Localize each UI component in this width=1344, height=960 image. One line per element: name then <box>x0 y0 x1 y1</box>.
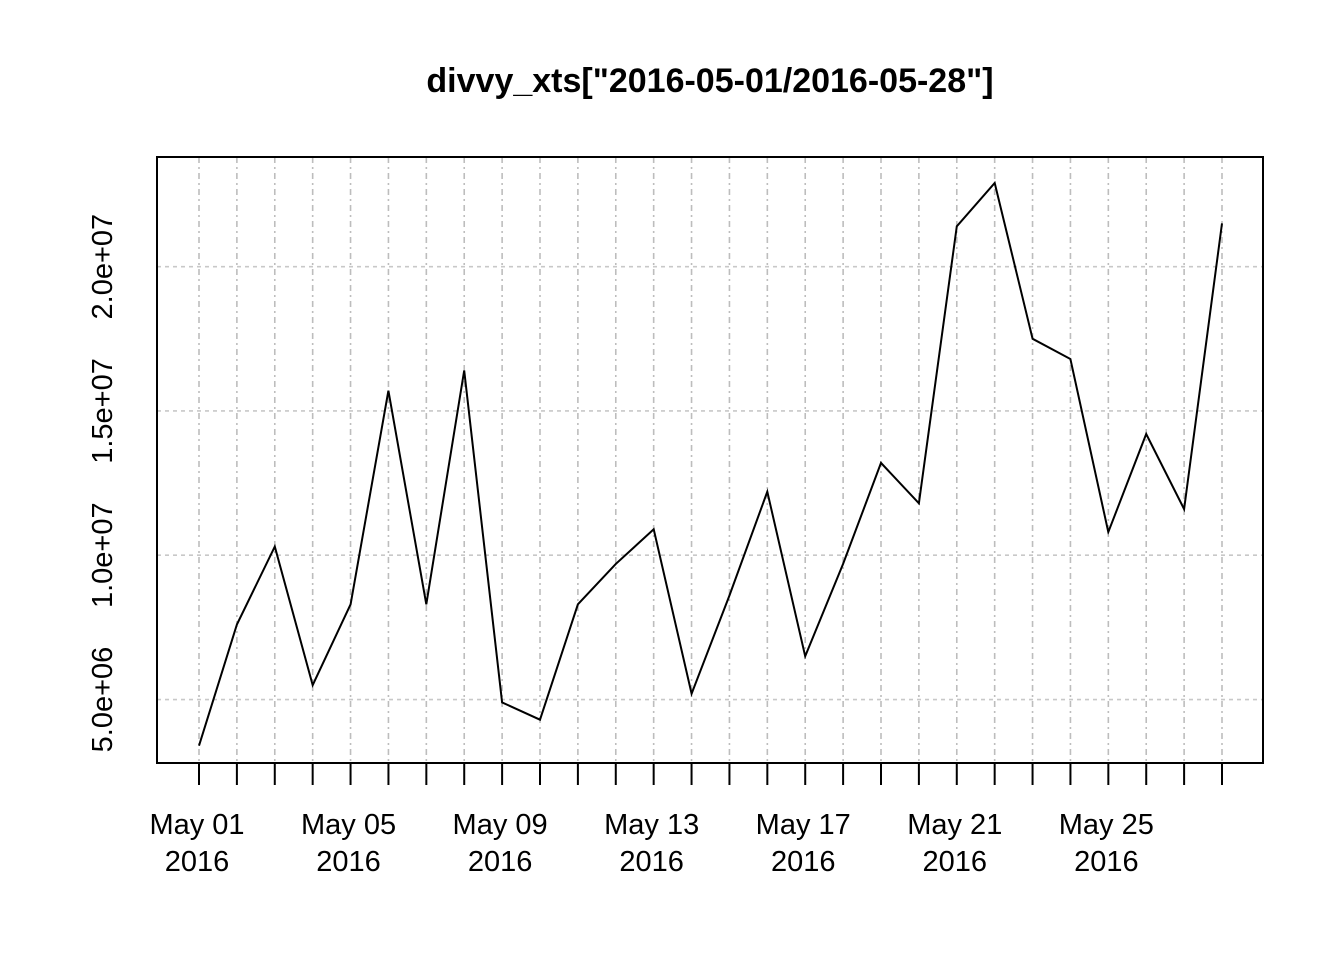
x-tick-label-year: 2016 <box>923 846 988 878</box>
x-tick-label-month: May 25 <box>1059 809 1154 841</box>
series-layer <box>198 180 1223 746</box>
x-tick-label-month: May 13 <box>604 809 699 841</box>
x-tick-label-month: May 21 <box>907 809 1002 841</box>
x-tick-label-month: May 17 <box>756 809 851 841</box>
horizontal-gridlines <box>157 265 1263 701</box>
x-tick-label-month: May 05 <box>301 809 396 841</box>
y-tick-label: 5.0e+06 <box>87 647 119 753</box>
chart-title: divvy_xts["2016-05-01/2016-05-28"] <box>426 62 993 100</box>
plot-border <box>156 156 1264 764</box>
x-tick-label-month: May 01 <box>149 809 244 841</box>
x-tick-label-year: 2016 <box>468 846 533 878</box>
series-line <box>198 180 1223 746</box>
y-axis: 5.0e+06 1.0e+07 1.5e+07 2.0e+07 <box>87 214 119 752</box>
x-tick-label-year: 2016 <box>771 846 836 878</box>
x-tick-label-year: 2016 <box>619 846 684 878</box>
x-tick-label-year: 2016 <box>316 846 381 878</box>
x-axis: May 01 2016 May 05 2016 May 09 2016 May 13 2016… <box>149 762 1223 878</box>
x-tick-label-year: 2016 <box>1074 846 1139 878</box>
y-tick-label: 2.0e+07 <box>87 214 119 320</box>
y-tick-label: 1.0e+07 <box>87 502 119 608</box>
x-tick-label-year: 2016 <box>165 846 230 878</box>
y-tick-label: 1.5e+07 <box>87 358 119 464</box>
x-tick-label-month: May 09 <box>453 809 548 841</box>
vertical-gridlines <box>198 157 1223 763</box>
